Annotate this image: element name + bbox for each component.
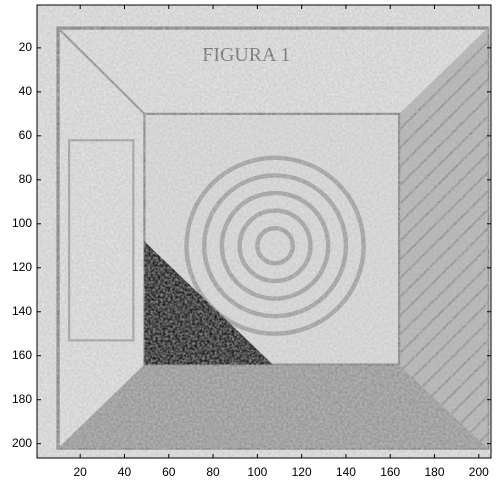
axes-box — [36, 4, 492, 459]
y-tick-label: 140 — [12, 304, 32, 318]
x-tick-label: 160 — [380, 465, 400, 479]
y-tick-label: 80 — [19, 172, 33, 186]
x-tick-label: 180 — [425, 465, 445, 479]
image: FIGURA 1 — [37, 5, 491, 458]
y-tick-label: 120 — [12, 260, 32, 274]
y-tick-label: 100 — [12, 216, 32, 230]
y-tick-label: 20 — [19, 40, 33, 54]
noise — [37, 5, 491, 458]
y-tick-label: 180 — [12, 392, 32, 406]
y-tick-label: 40 — [19, 84, 33, 98]
x-tick-label: 80 — [206, 465, 220, 479]
y-tick-label: 60 — [19, 128, 33, 142]
x-tick-label: 100 — [247, 465, 267, 479]
x-tick-label: 200 — [469, 465, 489, 479]
x-tick-label: 20 — [74, 465, 88, 479]
x-tick-label: 60 — [162, 465, 176, 479]
y-tick-label: 160 — [12, 348, 32, 362]
y-tick-label: 200 — [12, 436, 32, 450]
x-tick-label: 40 — [118, 465, 132, 479]
x-tick-label: 140 — [336, 465, 356, 479]
x-tick-label: 120 — [292, 465, 312, 479]
